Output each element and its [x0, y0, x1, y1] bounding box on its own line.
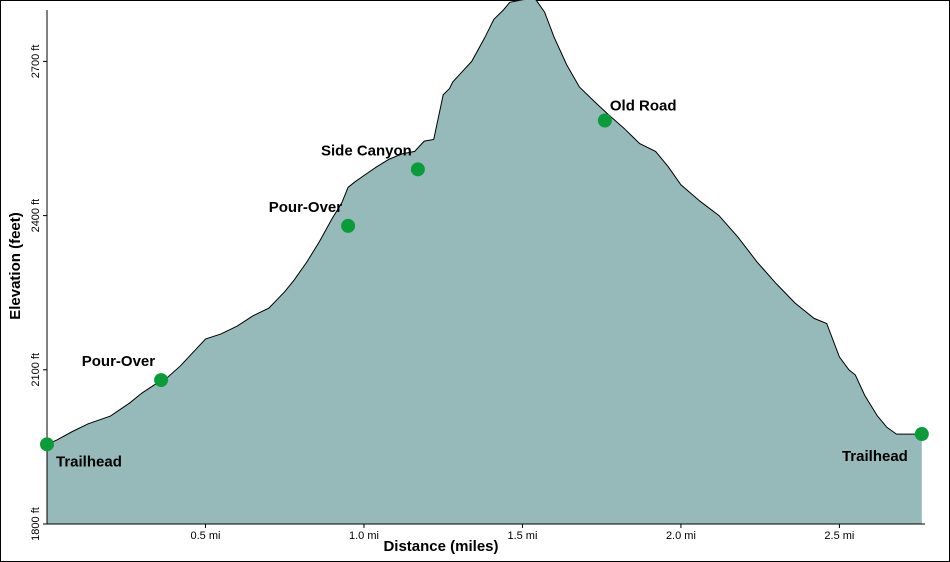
waypoint-marker [410, 162, 425, 177]
waypoint-label: Pour-Over [82, 353, 156, 370]
waypoint-marker [341, 218, 356, 233]
x-axis-ticks: 0.5 mi 1.0 mi 1.5 mi 2.0 mi 2.5 mi [190, 524, 854, 542]
profile-area-layer [46, 0, 922, 524]
waypoint-marker [914, 427, 929, 442]
waypoint-label: Pour-Over [269, 199, 343, 216]
elevation-area [47, 0, 922, 524]
x-tick-label: 1.0 mi [349, 530, 379, 542]
x-tick-label: 2.0 mi [666, 530, 696, 542]
waypoint-label: Trailhead [56, 453, 122, 470]
waypoint-marker [40, 437, 54, 452]
waypoint-label: Side Canyon [321, 142, 412, 159]
elevation-line [46, 0, 922, 445]
x-tick-label: 2.5 mi [824, 530, 854, 542]
y-axis-ticks: 1800 ft 2100 ft 2400 ft 2700 ft [30, 45, 47, 541]
y-tick-label: 1800 ft [30, 507, 42, 541]
waypoint-label: Old Road [610, 98, 677, 115]
y-tick-label: 2700 ft [30, 45, 42, 79]
waypoint-marker [597, 113, 612, 128]
x-axis-title: Distance (miles) [383, 538, 498, 555]
y-tick-label: 2100 ft [30, 353, 42, 387]
waypoint-marker [154, 373, 169, 388]
waypoint-labels: Trailhead Pour-Over Pour-Over Side Canyon Ol… [56, 98, 908, 471]
x-tick-label: 1.5 mi [507, 530, 537, 542]
y-tick-label: 2400 ft [30, 199, 42, 233]
x-tick-label: 0.5 mi [190, 530, 220, 542]
waypoint-markers [40, 113, 929, 452]
waypoint-label: Trailhead [842, 448, 908, 465]
y-axis-title: Elevation (feet) [7, 212, 24, 320]
